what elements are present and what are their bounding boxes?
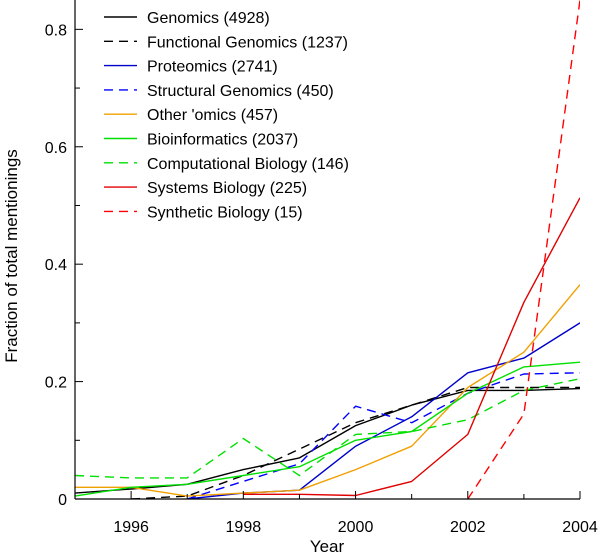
legend-label-8: Systems Biology (225) bbox=[147, 180, 307, 197]
y-tick-label: 0 bbox=[58, 492, 67, 509]
ticks: 1996 1998 2000 2002 2004 0 0.2 0.4 0.6 0.8 bbox=[45, 22, 598, 536]
series-line-2 bbox=[131, 386, 580, 499]
series-lines bbox=[75, 0, 580, 499]
x-tick-label: 2000 bbox=[338, 519, 374, 536]
axes bbox=[74, 0, 580, 500]
legend-label-5: Other 'omics (457) bbox=[147, 107, 278, 124]
x-tick-label: 2002 bbox=[450, 519, 486, 536]
legend-label-7: Computational Biology (146) bbox=[147, 156, 349, 173]
y-tick-label: 0.6 bbox=[45, 140, 67, 157]
y-axis-title: Fraction of total mentionings bbox=[2, 149, 21, 363]
series-line-6 bbox=[75, 361, 580, 497]
legend-label-3: Proteomics (2741) bbox=[147, 59, 278, 76]
series-line-3 bbox=[187, 322, 580, 499]
legend: Genomics (4928) Functional Genomics (1237… bbox=[104, 10, 349, 221]
series-line-1 bbox=[75, 387, 580, 494]
y-tick-label: 0.2 bbox=[45, 375, 67, 392]
series-line-7 bbox=[75, 378, 580, 479]
series-line-9 bbox=[467, 0, 580, 499]
x-tick-label: 1996 bbox=[113, 519, 149, 536]
series-line-8 bbox=[243, 197, 580, 497]
plot-area bbox=[75, 0, 580, 499]
legend-label-1: Genomics (4928) bbox=[147, 10, 270, 27]
x-tick-label: 2004 bbox=[562, 519, 598, 536]
legend-label-6: Bioinformatics (2037) bbox=[147, 132, 298, 149]
x-tick-label: 1998 bbox=[226, 519, 262, 536]
series-line-4 bbox=[186, 372, 580, 499]
x-axis-title: Year bbox=[310, 537, 345, 556]
y-tick-label: 0.4 bbox=[45, 257, 67, 274]
legend-label-2: Functional Genomics (1237) bbox=[147, 34, 348, 51]
legend-label-4: Structural Genomics (450) bbox=[147, 83, 334, 100]
legend-label-9: Synthetic Biology (15) bbox=[147, 204, 303, 221]
y-tick-label: 0.8 bbox=[45, 22, 67, 39]
